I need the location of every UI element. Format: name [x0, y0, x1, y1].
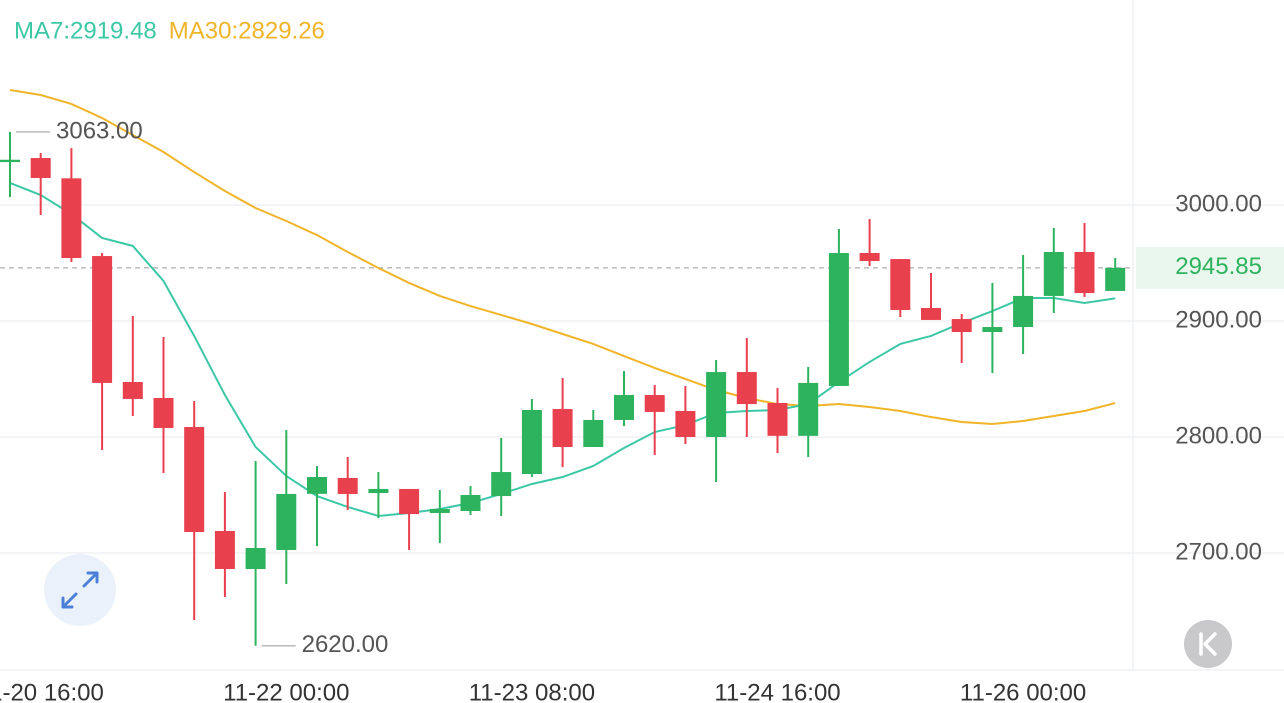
candle-body — [337, 477, 358, 494]
candle-body — [982, 327, 1003, 333]
y-tick-label: 3000.00 — [1175, 190, 1262, 217]
candle-body — [184, 427, 205, 533]
labels: 3000.00 2900.00 2800.00 2700.00 11-20 16:00 1… — [0, 17, 1284, 703]
candle-body — [491, 472, 512, 497]
scroll-icon[interactable] — [1199, 632, 1217, 656]
candle-body — [921, 308, 941, 320]
candle-body — [890, 259, 911, 310]
last-price-badge — [1136, 246, 1284, 289]
candle-body — [0, 159, 20, 163]
candle-body — [1074, 251, 1095, 294]
candle-body — [1105, 267, 1126, 291]
x-tick-label: 11-26 00:00 — [960, 679, 1086, 703]
candle-body — [429, 509, 450, 513]
candle-body — [583, 419, 604, 447]
scroll-to-latest-button[interactable] — [1184, 620, 1232, 668]
candle-body — [706, 372, 727, 437]
candle-body — [798, 382, 819, 436]
max-label-text: 3063.00 — [56, 117, 143, 144]
candle-body — [153, 398, 174, 428]
expand-button[interactable] — [44, 554, 116, 626]
candle-body — [1043, 251, 1064, 296]
y-tick-label: 2700.00 — [1175, 538, 1262, 565]
grid — [0, 204, 1284, 554]
candle-body — [828, 253, 849, 386]
candle-body — [61, 178, 82, 259]
candle-body — [1013, 295, 1034, 328]
ma-line — [9, 89, 1116, 426]
candle-body — [92, 256, 113, 383]
candle-body — [736, 372, 757, 405]
candle-body — [122, 382, 143, 399]
min-label-text: 2620.00 — [302, 631, 389, 658]
expand-icon[interactable] — [61, 571, 99, 609]
candle-body — [521, 409, 542, 475]
candle-body — [675, 411, 696, 437]
last-price-label: 2945.85 — [1175, 253, 1262, 280]
candle-body — [644, 395, 665, 412]
y-tick-label: 2900.00 — [1175, 306, 1262, 333]
ma-line — [9, 182, 1116, 518]
candle-body — [460, 495, 481, 512]
x-tick-label: 11-20 16:00 — [0, 679, 104, 703]
candle-body — [276, 493, 297, 550]
candle-body — [307, 477, 327, 494]
candle-body — [245, 548, 266, 570]
candle-body — [552, 409, 573, 447]
candle-body — [214, 530, 235, 570]
expand-button-bg[interactable] — [44, 554, 116, 626]
scroll-button-bg[interactable] — [1184, 620, 1232, 668]
candle-body — [614, 395, 634, 420]
candle-body — [368, 488, 389, 494]
x-tick-label: 11-23 08:00 — [469, 679, 595, 703]
legend-entry: MA7:2919.48 — [14, 17, 157, 44]
candle-body — [399, 488, 420, 515]
y-tick-label: 2800.00 — [1175, 422, 1262, 449]
plot — [0, 89, 1126, 646]
legend-entry: MA30:2829.26 — [169, 17, 325, 44]
x-tick-label: 11-22 00:00 — [223, 679, 349, 703]
candle-body — [30, 158, 51, 178]
candle-body — [859, 253, 880, 262]
candle-body — [767, 403, 788, 436]
candle-body — [951, 319, 972, 333]
x-tick-label: 11-24 16:00 — [714, 679, 840, 703]
